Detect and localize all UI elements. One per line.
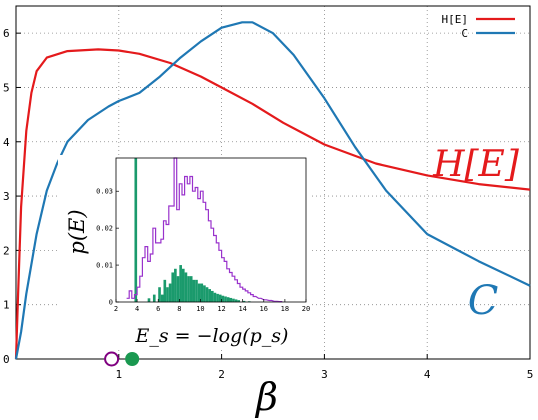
beta-markers [104,351,140,367]
inset-x-tick-label: 18 [281,305,289,313]
inset-x-axis-label: E_s = −log(p_s) [135,325,289,347]
hist-bar [197,283,201,302]
curve-label-C: C [468,278,499,324]
hist-bar [152,294,156,302]
inset-y-tick-label: 0 [109,299,113,307]
x-tick-label: 1 [115,368,122,381]
inset-y-tick-label: 0.02 [96,225,113,233]
curve-labels: H[E] C [432,144,520,324]
inset-histogram: 2 4 6 8 10 12 14 16 18 20 0 0.01 0.02 0.03 E_s = −log(… [58,155,310,350]
hist-bar [234,299,238,302]
x-tick-label: 4 [424,368,431,381]
hist-bar [184,272,188,302]
series-line-0 [14,48,531,360]
legend-label-1: C [461,27,468,40]
hist-bar [195,279,198,302]
hist-bar [160,294,164,302]
y-tick-label: 0 [3,353,10,366]
y-tick-label: 4 [3,136,10,149]
hist-bar [216,293,219,302]
hist-bar [192,279,196,302]
hist-bar [229,297,233,302]
legend: H[E]C [442,13,515,40]
hist-bar [181,268,185,302]
inset-x-tick-label: 20 [302,305,310,313]
y-tick-label: 5 [3,81,10,94]
y-tick-label: 2 [3,244,10,257]
hist-bar [171,272,175,302]
x-tick-label: 3 [321,368,328,381]
hist-bar [237,300,241,302]
hist-bar [226,297,230,302]
y-tick-label: 1 [3,299,10,312]
inset-x-tick-label: 4 [135,305,139,313]
inset-x-tick-label: 8 [177,305,181,313]
hist-bar [163,279,167,302]
main-series [14,21,531,360]
hist-bar [179,265,182,302]
hist-bar [147,298,151,302]
hist-bar [218,294,222,302]
inset-x-tick-label: 16 [260,305,268,313]
hist-bar [208,289,211,302]
hist-bar [203,285,206,302]
hist-bar [200,283,204,302]
x-tick-label: 5 [527,368,534,381]
main-plot-frame [15,5,531,360]
hist-bar [224,296,227,302]
hist-bar [174,268,177,302]
inset-y-axis-label: p(E) [65,209,89,254]
hist-bar [134,158,138,302]
inset-y-tick-label: 0.03 [96,188,113,196]
y-tick-label: 6 [3,27,10,40]
inset-x-tick-label: 2 [114,305,118,313]
beta-marker-filled [125,352,140,366]
hist-bar [166,287,169,302]
legend-label-0: H[E] [442,13,469,26]
series-line-1 [14,21,531,360]
hist-bar [232,298,235,302]
hist-bar [189,276,193,302]
inset-x-tick-label: 12 [217,305,225,313]
hist-bar [211,290,214,302]
inset-x-tick-label: 6 [156,305,160,313]
y-tick-label: 3 [3,190,10,203]
hist-bar [176,276,180,302]
main-x-axis-label: β [254,375,278,419]
inset-x-tick-label: 10 [196,305,204,313]
main-plot-border [15,5,531,360]
curve-label-H: H[E] [432,144,520,185]
hist-bar [158,287,161,302]
hist-bar [213,292,217,302]
inset-frame [115,157,307,303]
hist-bar [168,283,172,302]
hist-bar [242,300,246,302]
hist-bar [205,287,209,302]
hist-bar [187,276,190,302]
inset-x-tick-label: 14 [238,305,246,313]
inset-y-tick-label: 0.01 [96,262,113,270]
hist-step-line [126,157,283,303]
x-tick-label: 2 [218,368,225,381]
hist-bar [221,295,225,302]
beta-marker-open [104,351,120,367]
